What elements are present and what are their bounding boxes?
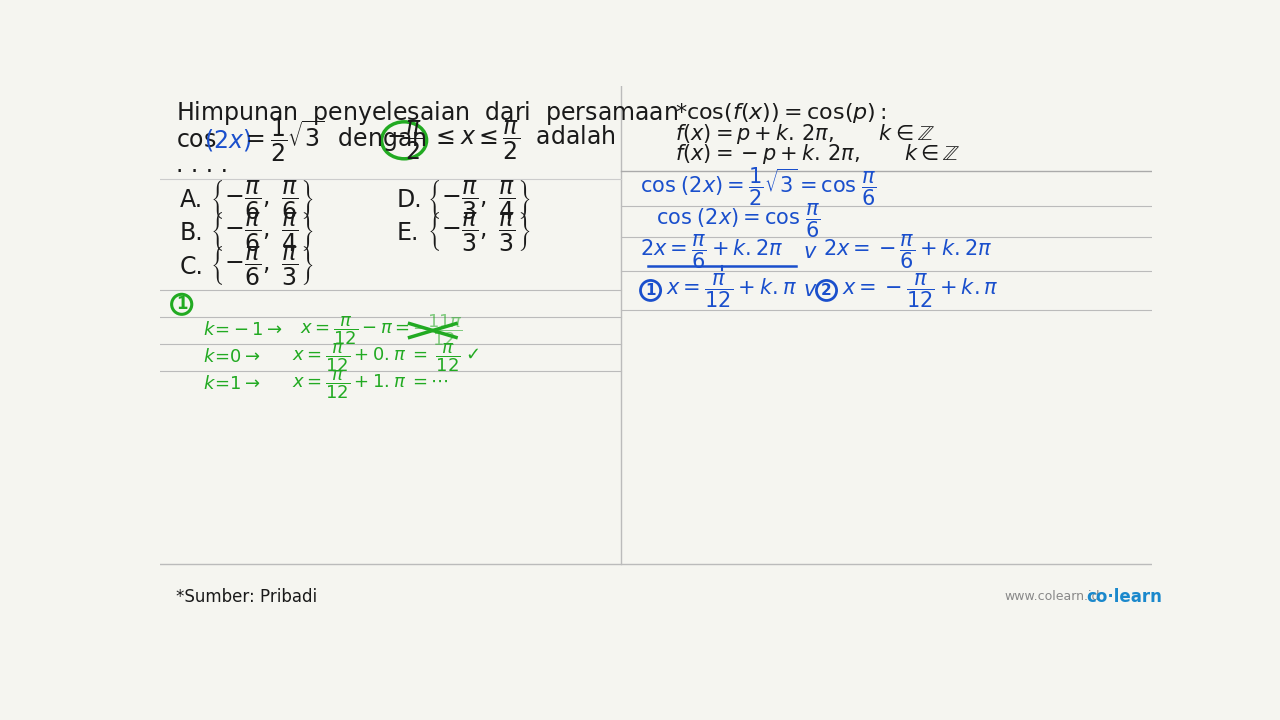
Text: $*\cos\!\left(f(x)\right) = \cos(p):$: $*\cos\!\left(f(x)\right) = \cos(p):$ <box>676 102 887 125</box>
Text: $k\!=\!1 \rightarrow$: $k\!=\!1 \rightarrow$ <box>202 375 260 393</box>
Text: $\left\{-\dfrac{\pi}{3},\;\dfrac{\pi}{3}\right\}$: $\left\{-\dfrac{\pi}{3},\;\dfrac{\pi}{3}… <box>428 211 531 254</box>
Text: *Sumber: Pribadi: *Sumber: Pribadi <box>175 588 316 606</box>
Text: v: v <box>804 242 815 262</box>
Text: $x = \dfrac{\pi}{12} + 1.\pi \;=\cdots$: $x = \dfrac{\pi}{12} + 1.\pi \;=\cdots$ <box>292 368 449 401</box>
Text: B.: B. <box>179 221 204 245</box>
Text: $k\!=\!0 \rightarrow$: $k\!=\!0 \rightarrow$ <box>202 348 260 366</box>
Text: $\text{Himpunan  penyelesaian  dari  persamaan}$: $\text{Himpunan penyelesaian dari persam… <box>175 99 678 127</box>
Text: $\mathrm{cos}\;(2x) = \mathrm{cos}\;\dfrac{\pi}{6}$: $\mathrm{cos}\;(2x) = \mathrm{cos}\;\dfr… <box>657 202 820 240</box>
Text: $2x = \dfrac{\pi}{6} + k.2\pi$: $2x = \dfrac{\pi}{6} + k.2\pi$ <box>640 233 785 271</box>
Text: $x = \dfrac{\pi}{12} - \pi =$: $x = \dfrac{\pi}{12} - \pi =$ <box>300 314 410 347</box>
Text: A.: A. <box>179 189 202 212</box>
Text: $\left\{-\dfrac{\pi}{6},\;\dfrac{\pi}{3}\right\}$: $\left\{-\dfrac{\pi}{6},\;\dfrac{\pi}{3}… <box>210 245 314 288</box>
Text: $2x = -\dfrac{\pi}{6} + k.2\pi$: $2x = -\dfrac{\pi}{6} + k.2\pi$ <box>823 233 992 271</box>
Text: 1: 1 <box>645 283 655 298</box>
Text: $\left\{-\dfrac{\pi}{3},\;\dfrac{\pi}{4}\right\}$: $\left\{-\dfrac{\pi}{3},\;\dfrac{\pi}{4}… <box>428 179 531 222</box>
Text: C.: C. <box>179 255 204 279</box>
Text: $=\dfrac{1}{2}\sqrt{3}$  dengan: $=\dfrac{1}{2}\sqrt{3}$ dengan <box>242 117 428 164</box>
Text: $\leq x \leq \dfrac{\pi}{2}$  adalah: $\leq x \leq \dfrac{\pi}{2}$ adalah <box>431 119 616 162</box>
Text: co·learn: co·learn <box>1087 588 1162 606</box>
Text: $x = -\dfrac{\pi}{12} + k.\pi$: $x = -\dfrac{\pi}{12} + k.\pi$ <box>842 271 998 310</box>
Text: $f(x) = p + k.\,2\pi,\qquad k \in \mathbb{Z}$: $f(x) = p + k.\,2\pi,\qquad k \in \mathb… <box>676 122 936 146</box>
Text: www.colearn.id: www.colearn.id <box>1005 590 1101 603</box>
Text: $(2x)$: $(2x)$ <box>205 127 251 153</box>
Text: $x = \dfrac{\pi}{12} + k.\pi$: $x = \dfrac{\pi}{12} + k.\pi$ <box>666 271 797 310</box>
Text: $f(x) = -p + k.\,2\pi,\qquad k \in \mathbb{Z}$: $f(x) = -p + k.\,2\pi,\qquad k \in \math… <box>676 142 961 166</box>
Text: $\left\{-\dfrac{\pi}{6},\;\dfrac{\pi}{6}\right\}$: $\left\{-\dfrac{\pi}{6},\;\dfrac{\pi}{6}… <box>210 179 314 222</box>
Text: D.: D. <box>397 189 422 212</box>
Text: . . . .: . . . . <box>175 153 228 177</box>
Text: $-\dfrac{11\pi}{12}$: $-\dfrac{11\pi}{12}$ <box>412 312 463 348</box>
Text: v: v <box>804 281 815 300</box>
Text: $x = \dfrac{\pi}{12} + 0.\pi \;=\; \dfrac{\pi}{12}\;\checkmark$: $x = \dfrac{\pi}{12} + 0.\pi \;=\; \dfra… <box>292 341 480 374</box>
Text: $-\dfrac{\pi}{2}$: $-\dfrac{\pi}{2}$ <box>387 119 424 162</box>
Text: 2: 2 <box>822 283 832 298</box>
Text: $\left\{-\dfrac{\pi}{6},\;\dfrac{\pi}{4}\right\}$: $\left\{-\dfrac{\pi}{6},\;\dfrac{\pi}{4}… <box>210 211 314 254</box>
Text: $\mathrm{cos}\;(2x) = \dfrac{1}{2}\sqrt{3} = \mathrm{cos}\;\dfrac{\pi}{6}$: $\mathrm{cos}\;(2x) = \dfrac{1}{2}\sqrt{… <box>640 166 877 208</box>
Text: $\mathrm{cos}$: $\mathrm{cos}$ <box>175 128 216 153</box>
Text: E.: E. <box>397 221 419 245</box>
Text: $k\!=\!-1 \rightarrow$: $k\!=\!-1 \rightarrow$ <box>202 322 283 340</box>
Text: 1: 1 <box>175 295 187 313</box>
